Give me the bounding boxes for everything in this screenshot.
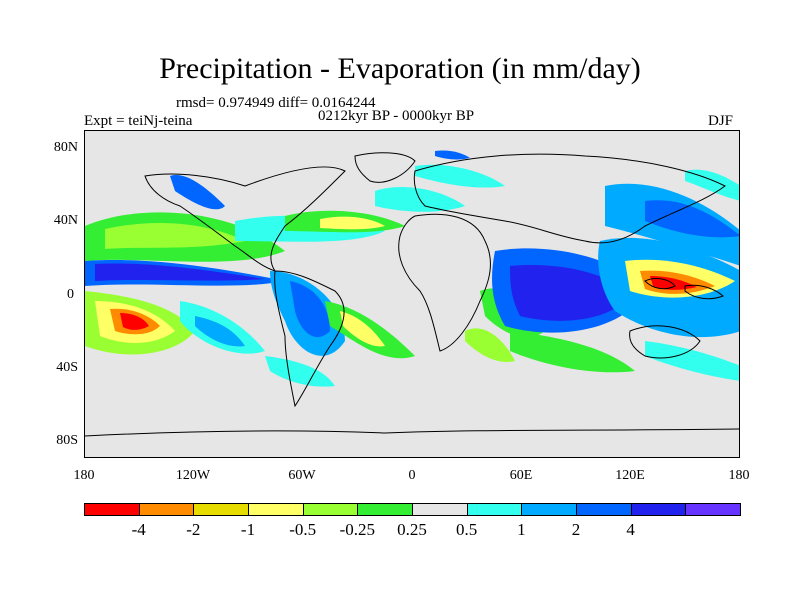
- lon-label-60w: 60W: [288, 468, 316, 483]
- colorbar-label: 2: [571, 520, 581, 539]
- colorbar-label: 1: [517, 520, 526, 539]
- colorbar-swatch: [357, 503, 413, 516]
- colorbar-label: -0.25: [339, 520, 376, 539]
- stats-line: rmsd= 0.974949 diff= 0.0164244: [176, 95, 376, 111]
- colorbar-label: -4: [131, 520, 146, 539]
- colorbar-swatch: [248, 503, 304, 516]
- colorbar-swatch: [138, 503, 195, 516]
- lat-label-40n: 40N: [53, 213, 78, 228]
- colorbar-label: 4: [626, 520, 635, 539]
- lon-label-60e: 60E: [509, 468, 533, 483]
- experiment-label: Expt = teiNj-teina: [84, 113, 193, 129]
- colorbar-swatch: [84, 503, 140, 516]
- lon-label-120e: 120E: [615, 468, 645, 483]
- lon-label-180e: 180: [728, 468, 750, 483]
- colorbar-label: 0.5: [456, 520, 478, 539]
- coastlines: [85, 152, 739, 437]
- colorbar-swatch: [466, 503, 523, 516]
- lat-label-80n: 80N: [53, 140, 78, 155]
- map-svg: [85, 131, 739, 457]
- colorbar-swatch: [302, 503, 359, 516]
- lon-label-180w: 180: [73, 468, 95, 483]
- lat-label-80s: 80S: [56, 433, 78, 448]
- colorbar-swatch: [521, 503, 577, 516]
- lon-label-120w: 120W: [175, 468, 211, 483]
- colorbar-swatch: [193, 503, 249, 516]
- chart-title: Precipitation - Evaporation (in mm/day): [159, 52, 641, 85]
- colorbar-label: -1: [240, 520, 256, 539]
- colorbar-swatch: [412, 503, 468, 516]
- colorbar-swatch: [630, 503, 687, 516]
- colorbar-label: -2: [186, 520, 201, 539]
- map-plot: [84, 130, 740, 458]
- colorbar-label: -0.5: [289, 520, 317, 539]
- lon-label-0: 0: [408, 468, 416, 483]
- colorbar-swatch: [685, 503, 741, 516]
- colorbar-label: 0.25: [397, 520, 427, 539]
- lat-label-0: 0: [67, 287, 74, 302]
- lat-label-40s: 40S: [56, 360, 78, 375]
- period-label: 0212kyr BP - 0000kyr BP: [318, 108, 475, 124]
- season-label: DJF: [708, 113, 734, 129]
- colorbar-swatch: [576, 503, 632, 516]
- anomaly-fields: [85, 150, 739, 387]
